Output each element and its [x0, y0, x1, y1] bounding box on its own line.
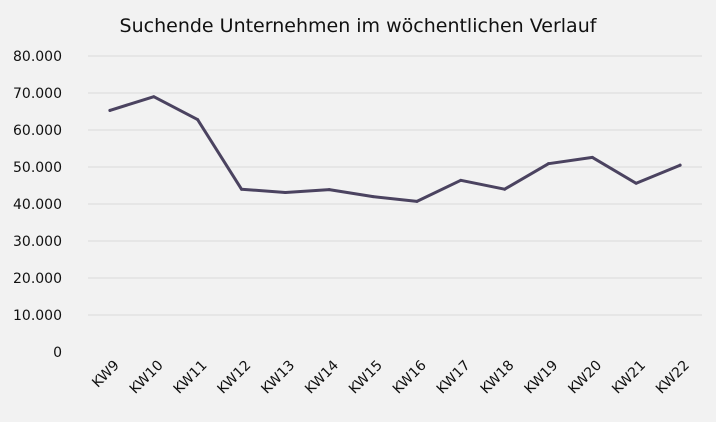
data-point [459, 178, 463, 182]
data-point [283, 191, 287, 195]
data-point [371, 195, 375, 199]
data-point [503, 187, 507, 191]
series-layer [108, 95, 682, 203]
x-tick-label: KW16 [390, 357, 430, 397]
x-tick-label: KW21 [609, 358, 649, 398]
x-tick-label: KW11 [171, 358, 211, 398]
x-tick-label: KW22 [653, 358, 693, 398]
chart-title: Suchende Unternehmen im wöchentlichen Ve… [120, 15, 598, 37]
data-point [240, 187, 243, 191]
x-tick-label: KW17 [434, 358, 474, 398]
y-tick-label: 70.000 [13, 86, 62, 102]
data-point [152, 95, 156, 99]
data-point [108, 108, 112, 112]
data-point [678, 163, 682, 167]
gridlines [88, 55, 702, 316]
x-tick-label: KW9 [89, 358, 123, 392]
data-point [196, 118, 200, 122]
y-tick-label: 30.000 [13, 234, 62, 250]
y-tick-label: 50.000 [13, 160, 62, 176]
data-point [327, 188, 331, 192]
y-tick-label: 20.000 [13, 271, 62, 287]
y-tick-label: 0 [53, 345, 62, 361]
x-tick-label: KW20 [565, 358, 605, 398]
x-tick-label: KW13 [258, 358, 298, 398]
x-tick-label: KW14 [302, 357, 342, 397]
series-line [108, 95, 682, 203]
data-point [547, 162, 550, 166]
x-tick-label: KW18 [478, 358, 518, 398]
data-point [590, 155, 594, 159]
y-tick-label: 10.000 [13, 308, 62, 324]
data-point [415, 199, 419, 203]
y-tick-label: 40.000 [13, 197, 62, 213]
x-tick-label: KW10 [127, 358, 167, 398]
x-tick-label: KW19 [521, 358, 561, 398]
y-tick-label: 60.000 [13, 123, 62, 139]
x-axis-ticks: KW9 KW10 KW11 KW12 KW13 KW14 KW15 KW16 KW17 KW18 K… [89, 357, 693, 397]
x-tick-label: KW15 [346, 358, 386, 398]
x-tick-label: KW12 [214, 358, 254, 398]
data-point [634, 181, 638, 185]
y-tick-label: 80.000 [13, 49, 62, 65]
y-axis-ticks: 0 10.000 20.000 30.000 40.000 50.000 60.000 70.… [13, 49, 62, 361]
